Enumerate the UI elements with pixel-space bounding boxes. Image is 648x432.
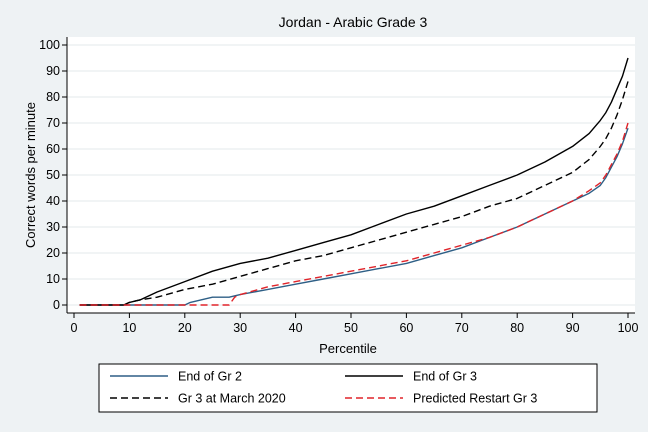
series-line-4 xyxy=(79,122,629,306)
x-tick-label: 80 xyxy=(510,321,524,335)
series-line-1 xyxy=(79,127,629,306)
x-tick-label: 70 xyxy=(455,321,469,335)
legend-label-1: End of Gr 2 xyxy=(178,370,242,384)
series-line-3 xyxy=(79,81,629,306)
legend-box xyxy=(98,363,598,413)
x-tick-label: 40 xyxy=(289,321,303,335)
y-tick-label: 100 xyxy=(39,38,60,52)
series-line-2 xyxy=(79,57,629,306)
legend-label-3: Gr 3 at March 2020 xyxy=(178,392,286,406)
series-lines xyxy=(79,57,629,306)
axes: 0 10 20 30 40 50 60 70 80 90 100 0 10 20 30 40 50 60 70 80 9… xyxy=(39,37,638,335)
y-tick-label: 20 xyxy=(46,246,60,260)
y-tick-label: 90 xyxy=(46,64,60,78)
x-tick-label: 90 xyxy=(566,321,580,335)
y-tick-label: 40 xyxy=(46,194,60,208)
x-tick-label: 100 xyxy=(618,321,639,335)
y-tick-label: 60 xyxy=(46,142,60,156)
y-tick-label: 30 xyxy=(46,220,60,234)
legend: End of Gr 2 End of Gr 3 Gr 3 at March 2020… xyxy=(98,363,598,413)
x-tick-label: 30 xyxy=(233,321,247,335)
y-axis-title: Correct words per minute xyxy=(23,102,38,248)
grid-lines xyxy=(67,44,635,306)
y-tick-label: 50 xyxy=(46,168,60,182)
legend-items: End of Gr 2 End of Gr 3 Gr 3 at March 2020… xyxy=(110,370,537,406)
legend-label-2: End of Gr 3 xyxy=(413,370,477,384)
x-axis-title: Percentile xyxy=(319,341,377,356)
x-tick-label: 50 xyxy=(344,321,358,335)
y-tick-label: 10 xyxy=(46,272,60,286)
x-tick-label: 20 xyxy=(178,321,192,335)
y-tick-label: 0 xyxy=(53,298,60,312)
x-tick-label: 0 xyxy=(71,321,78,335)
chart-title: Jordan - Arabic Grade 3 xyxy=(279,14,428,30)
legend-label-4: Predicted Restart Gr 3 xyxy=(413,392,537,406)
x-tick-label: 10 xyxy=(122,321,136,335)
x-tick-label: 60 xyxy=(399,321,413,335)
y-tick-label: 80 xyxy=(46,90,60,104)
y-tick-label: 70 xyxy=(46,116,60,130)
